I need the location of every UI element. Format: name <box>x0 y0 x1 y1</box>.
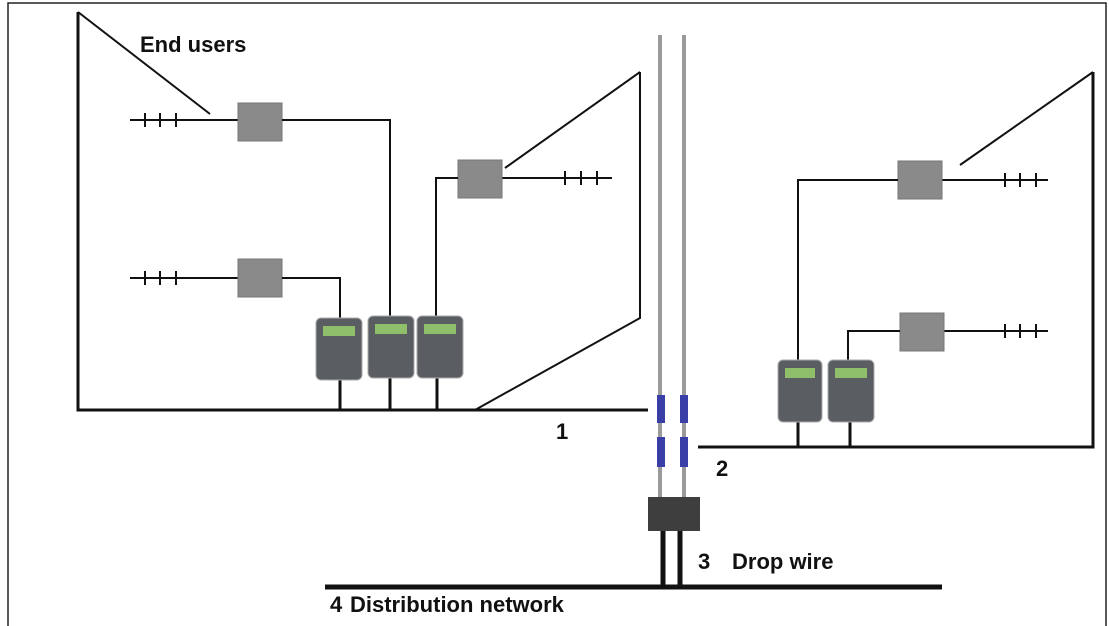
label: Distribution network <box>350 592 565 617</box>
label: 2 <box>716 456 728 481</box>
right-building <box>698 71 1095 449</box>
label: Drop wire <box>732 549 833 574</box>
frame <box>7 2 1107 626</box>
drop-wires <box>325 35 942 590</box>
label: 4 <box>330 592 343 617</box>
label: End users <box>140 32 246 57</box>
label: 3 <box>698 549 710 574</box>
left-building <box>76 11 648 412</box>
label: 1 <box>556 419 568 444</box>
